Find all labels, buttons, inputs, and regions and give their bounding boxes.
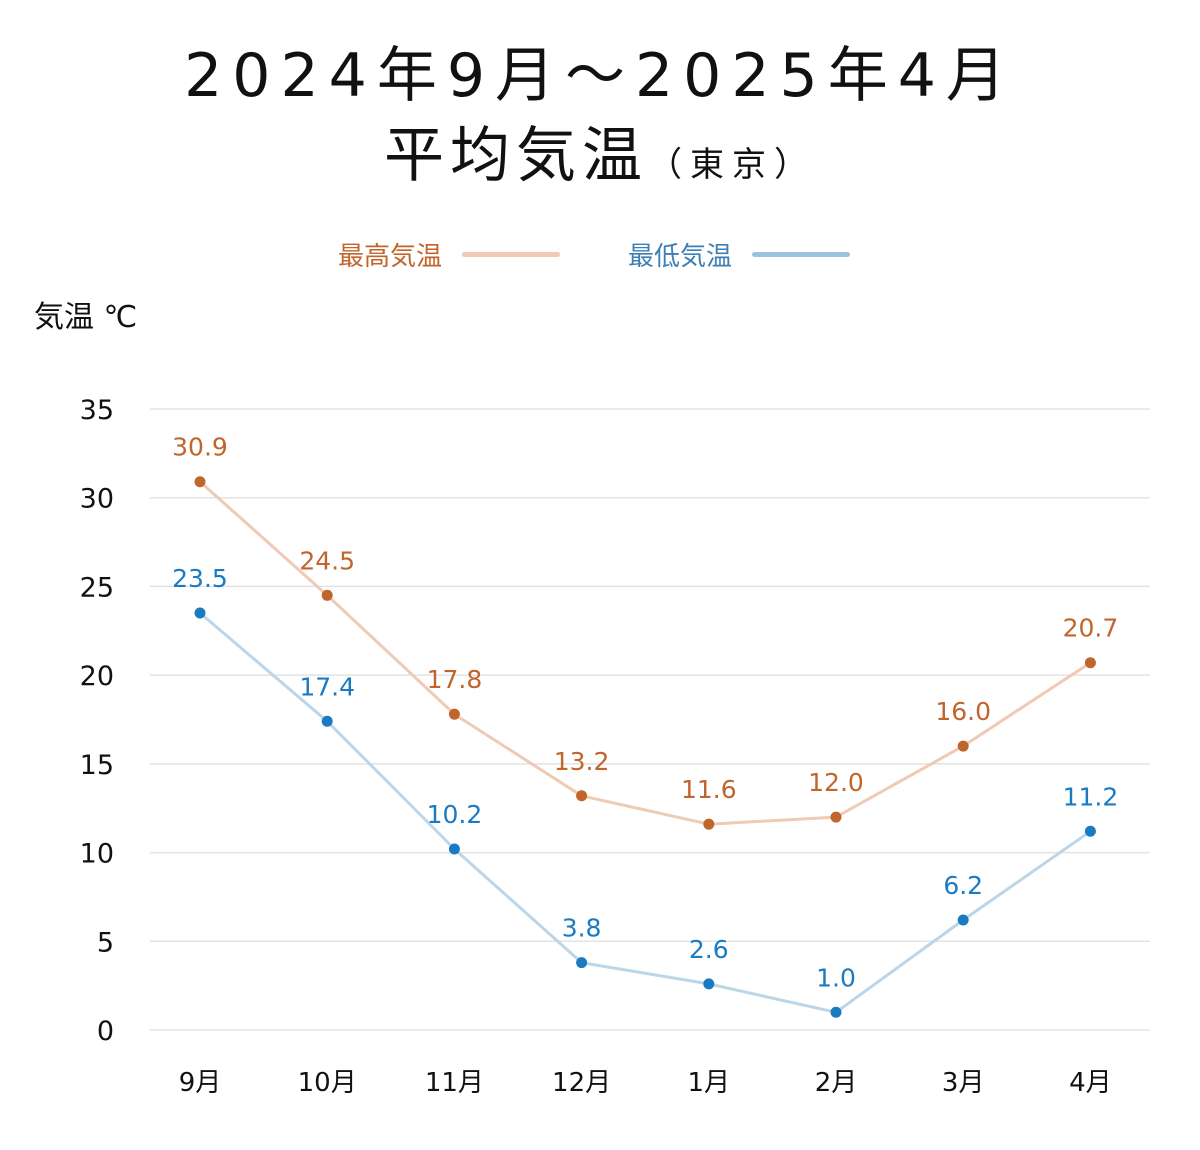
data-point-max-6 xyxy=(830,811,842,823)
legend-item-max-temp: 最高気温 xyxy=(338,232,561,276)
data-point-max-7 xyxy=(957,740,969,752)
data-point-min-3 xyxy=(448,843,460,855)
x-tick-label-2: 10月 xyxy=(298,1068,357,1098)
y-tick-label-5: 5 xyxy=(97,927,114,958)
data-point-max-4 xyxy=(576,790,588,802)
legend-label-max-temp: 最高気温 xyxy=(338,241,443,272)
data-point-max-2 xyxy=(321,589,333,601)
y-tick-label-15: 15 xyxy=(80,750,114,781)
series-line-min xyxy=(199,611,1092,1014)
x-tick-label-8: 4月 xyxy=(1069,1068,1112,1098)
y-tick-label-0: 0 xyxy=(97,1016,114,1047)
y-tick-label-25: 25 xyxy=(80,572,114,603)
data-label-max-3: 17.8 xyxy=(427,665,483,694)
x-tick-label-6: 2月 xyxy=(815,1068,858,1098)
y-tick-label-10: 10 xyxy=(80,839,114,870)
legend-item-min-temp: 最低気温 xyxy=(628,232,851,276)
legend-swatch-max-temp xyxy=(462,251,561,257)
legend: 最高気温 最低気温 xyxy=(0,232,1200,276)
chart-title-line2: 平均気温（東京） xyxy=(0,116,1200,205)
data-label-min-4: 3.8 xyxy=(562,914,602,943)
x-tick-label-7: 3月 xyxy=(942,1068,985,1098)
data-label-min-6: 1.0 xyxy=(816,963,856,992)
data-point-max-3 xyxy=(448,708,460,720)
chart-title-location: （東京） xyxy=(648,145,816,185)
data-label-max-8: 20.7 xyxy=(1063,614,1119,643)
data-label-max-6: 12.0 xyxy=(808,768,864,797)
data-label-max-1: 30.9 xyxy=(172,433,228,462)
y-axis-label: 気温 ℃ xyxy=(34,300,138,335)
data-point-min-5 xyxy=(703,978,715,990)
data-point-min-4 xyxy=(576,957,588,969)
chart-title: 2024年9月〜2025年4月 平均気温（東京） xyxy=(0,36,1200,205)
x-tick-label-1: 9月 xyxy=(179,1068,222,1098)
data-label-min-5: 2.6 xyxy=(689,935,729,964)
data-label-min-7: 6.2 xyxy=(943,871,983,900)
data-label-max-4: 13.2 xyxy=(554,747,610,776)
data-label-min-3: 10.2 xyxy=(427,800,483,829)
data-point-max-5 xyxy=(703,818,715,830)
chart-title-main: 平均気温 xyxy=(384,121,648,191)
data-point-max-1 xyxy=(194,476,206,488)
data-point-min-2 xyxy=(321,715,333,727)
data-label-min-2: 17.4 xyxy=(299,672,355,701)
legend-swatch-min-temp xyxy=(752,251,851,257)
series-line-max xyxy=(199,480,1092,826)
x-tick-label-4: 12月 xyxy=(552,1068,611,1098)
data-point-min-7 xyxy=(957,914,969,926)
x-tick-label-3: 11月 xyxy=(425,1068,484,1098)
chart-title-line1: 2024年9月〜2025年4月 xyxy=(184,41,1016,111)
data-label-max-5: 11.6 xyxy=(681,775,737,804)
data-label-max-2: 24.5 xyxy=(299,546,355,575)
data-point-min-8 xyxy=(1084,825,1096,837)
data-point-min-1 xyxy=(194,607,206,619)
data-point-min-6 xyxy=(830,1006,842,1018)
data-label-max-7: 16.0 xyxy=(935,697,991,726)
data-point-max-8 xyxy=(1084,657,1096,669)
data-label-min-1: 23.5 xyxy=(172,564,228,593)
y-tick-label-20: 20 xyxy=(80,661,114,692)
x-tick-label-5: 1月 xyxy=(688,1068,731,1098)
y-tick-label-35: 35 xyxy=(80,395,114,426)
data-label-min-8: 11.2 xyxy=(1063,782,1119,811)
legend-label-min-temp: 最低気温 xyxy=(628,241,733,272)
y-tick-label-30: 30 xyxy=(80,484,114,515)
